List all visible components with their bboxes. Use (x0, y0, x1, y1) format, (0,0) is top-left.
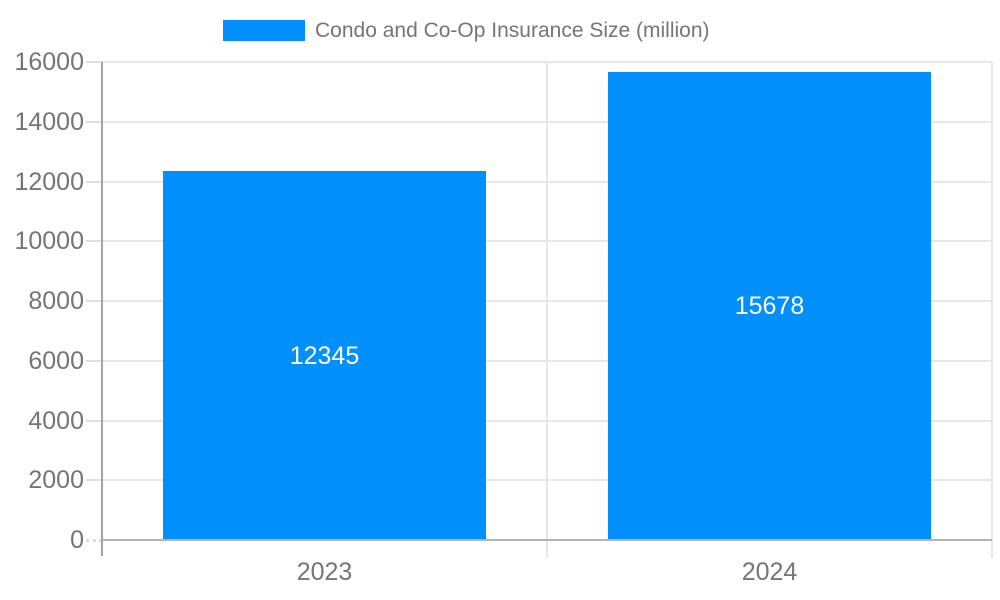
y-tick (86, 61, 102, 63)
bar-value-label: 12345 (289, 341, 360, 370)
x-boundary-gridline (991, 62, 993, 558)
y-tick (86, 359, 102, 362)
legend[interactable]: Condo and Co-Op Insurance Size (million) (223, 19, 710, 42)
y-tick (86, 300, 102, 302)
y-tick (86, 419, 102, 422)
legend-label: Condo and Co-Op Insurance Size (million) (315, 19, 710, 42)
y-tick-label: 6000 (28, 346, 84, 375)
x-tick-label-2023: 2023 (296, 558, 353, 586)
bar-2024[interactable]: 15678 (608, 71, 931, 540)
y-tick-label: 2000 (28, 466, 84, 495)
bar-value-label: 15678 (734, 291, 805, 320)
y-tick-label: 8000 (28, 287, 84, 315)
y-tick-label: 16000 (14, 48, 84, 76)
x-tick-label-2024: 2024 (741, 558, 798, 586)
y-tick-label: 12000 (14, 167, 84, 196)
y-tick-label: 0 (70, 526, 84, 554)
y-tick (86, 539, 102, 542)
legend-swatch-icon[interactable] (223, 20, 305, 41)
y-axis-line (101, 62, 103, 556)
y-tick (86, 120, 102, 123)
y-tick-label: 4000 (28, 406, 84, 435)
y-tick (86, 479, 102, 482)
y-tick (86, 180, 102, 183)
y-tick-label: 14000 (14, 107, 84, 136)
y-tick-label: 10000 (14, 227, 84, 256)
x-boundary-gridline (546, 62, 548, 558)
y-tick (86, 240, 102, 243)
bar-2023[interactable]: 12345 (163, 171, 486, 540)
x-axis-baseline (102, 539, 992, 541)
